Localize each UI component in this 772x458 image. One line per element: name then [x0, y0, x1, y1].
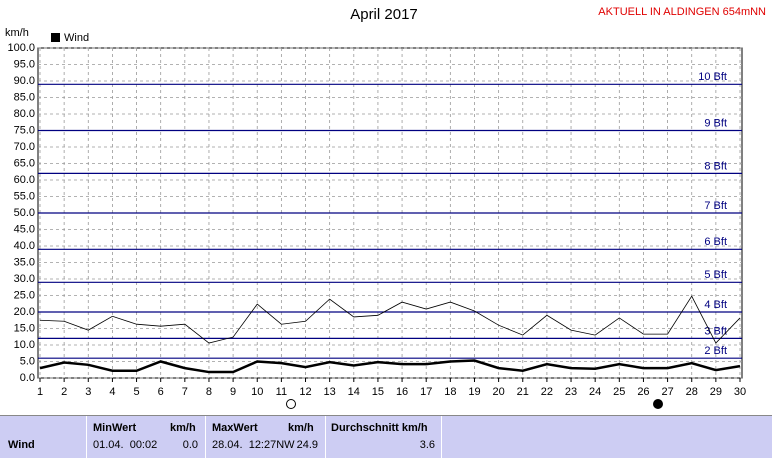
x-tick-label: 26 [637, 386, 649, 398]
x-tick-label: 19 [468, 386, 480, 398]
footer-header: MaxWert [212, 422, 258, 434]
y-tick-label: 55.0 [14, 190, 35, 202]
x-tick-label: 22 [541, 386, 553, 398]
x-tick-label: 25 [613, 386, 625, 398]
y-tick-label: 65.0 [14, 157, 35, 169]
footer-cell: 24.9 [296, 439, 318, 451]
x-tick-label: 16 [396, 386, 408, 398]
beaufort-label: 2 Bft [704, 345, 727, 357]
x-tick-label: 2 [61, 386, 67, 398]
legend-swatch [51, 33, 60, 42]
x-tick-label: 14 [348, 386, 360, 398]
beaufort-label: 6 Bft [704, 236, 727, 248]
y-tick-label: 35.0 [14, 256, 35, 268]
x-tick-label: 7 [182, 386, 188, 398]
beaufort-label: 7 Bft [704, 200, 727, 212]
moon-icon [653, 399, 663, 409]
x-tick-label: 20 [492, 386, 504, 398]
y-tick-label: 0.0 [20, 372, 35, 384]
y-tick-label: 60.0 [14, 174, 35, 186]
footer-cell: 28.04. 12:27NW [212, 439, 295, 451]
x-tick-label: 6 [158, 386, 164, 398]
legend-label: Wind [64, 32, 89, 44]
footer-row-label: Wind [8, 439, 35, 451]
beaufort-label: 10 Bft [698, 71, 727, 83]
y-tick-label: 95.0 [14, 58, 35, 70]
x-tick-label: 8 [206, 386, 212, 398]
footer-header: MinWert [93, 422, 137, 434]
footer-header: km/h [170, 422, 196, 434]
y-tick-label: 90.0 [14, 75, 35, 87]
beaufort-label: 3 Bft [704, 325, 727, 337]
x-tick-label: 9 [230, 386, 236, 398]
x-tick-label: 5 [133, 386, 139, 398]
x-tick-label: 18 [444, 386, 456, 398]
beaufort-label: 9 Bft [704, 117, 727, 129]
series-line [39, 295, 741, 344]
y-tick-label: 20.0 [14, 306, 35, 318]
x-tick-label: 29 [710, 386, 722, 398]
x-tick-label: 11 [276, 386, 287, 398]
beaufort-label: 8 Bft [704, 160, 727, 172]
footer-cell: 3.6 [419, 439, 435, 451]
x-tick-label: 17 [420, 386, 432, 398]
x-tick-label: 24 [589, 386, 601, 398]
x-tick-label: 23 [565, 386, 577, 398]
moon-icon [286, 399, 296, 409]
footer: MinWert km/h MaxWert km/h Durchschnitt k… [0, 415, 772, 458]
y-tick-label: 80.0 [14, 108, 35, 120]
footer-header: km/h [288, 422, 314, 434]
y-tick-label: 100.0 [7, 42, 35, 54]
footer-cell: 01.04. 00:02 [93, 439, 158, 451]
y-tick-label: 75.0 [14, 124, 35, 136]
y-tick-label: 70.0 [14, 141, 35, 153]
series-line [39, 359, 741, 374]
y-tick-label: 15.0 [14, 322, 35, 334]
x-tick-label: 15 [372, 386, 384, 398]
y-axis-label: km/h [5, 27, 29, 39]
footer-cell: 0.0 [182, 439, 198, 451]
y-tick-label: 10.0 [14, 339, 35, 351]
y-tick-label: 45.0 [14, 223, 35, 235]
y-tick-label: 5.0 [20, 355, 35, 367]
x-tick-label: 13 [324, 386, 336, 398]
x-tick-label: 21 [517, 386, 529, 398]
y-tick-label: 25.0 [14, 289, 35, 301]
x-tick-label: 1 [37, 386, 43, 398]
x-tick-label: 3 [85, 386, 91, 398]
beaufort-label: 5 Bft [704, 269, 727, 281]
x-tick-label: 4 [109, 386, 115, 398]
y-tick-label: 85.0 [14, 91, 35, 103]
footer-header: Durchschnitt km/h [331, 422, 428, 434]
y-tick-label: 40.0 [14, 240, 35, 252]
chart: April 2017 AKTUELL IN ALDINGEN 654mNN km… [5, 6, 766, 409]
x-tick-label: 12 [299, 386, 311, 398]
y-tick-label: 30.0 [14, 273, 35, 285]
chart-title: April 2017 [350, 6, 418, 23]
chart-subtitle: AKTUELL IN ALDINGEN 654mNN [598, 6, 766, 18]
beaufort-label: 4 Bft [704, 299, 727, 311]
x-tick-label: 10 [251, 386, 263, 398]
y-tick-label: 50.0 [14, 207, 35, 219]
x-tick-label: 30 [734, 386, 746, 398]
x-tick-label: 28 [686, 386, 698, 398]
x-tick-label: 27 [661, 386, 673, 398]
